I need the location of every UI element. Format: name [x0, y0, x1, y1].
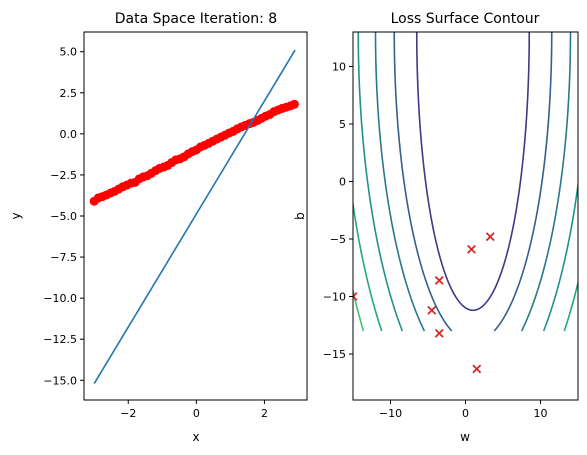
- y-tick-label: −15.0: [43, 374, 77, 387]
- right-chart-title: Loss Surface Contour: [391, 11, 540, 27]
- y-tick-label: 0: [339, 176, 346, 189]
- parameter-marker: [434, 328, 444, 338]
- y-tick-label: −15: [323, 348, 346, 361]
- parameter-marker: [485, 232, 495, 242]
- y-tick-label: 5: [339, 118, 346, 131]
- parameter-marker: [434, 275, 444, 285]
- data-space-chart: Data Space Iteration: 8 −2 0 2 −15.0−12.5−…: [9, 11, 308, 444]
- right-y-axis-label: b: [293, 212, 307, 220]
- fit-line: [93, 49, 296, 384]
- x-tick-label: 2: [261, 407, 268, 420]
- y-tick-label: −12.5: [43, 333, 77, 346]
- y-tick-label: −5.0: [50, 210, 77, 223]
- right-plot-area: [311, 0, 587, 374]
- y-tick-label: 5.0: [60, 46, 78, 59]
- contour-line: [415, 32, 531, 312]
- right-axes-frame: [352, 31, 579, 401]
- contour-line: [357, 32, 578, 332]
- x-tick-label: 0: [193, 407, 200, 420]
- x-tick-label: 10: [534, 407, 548, 420]
- contour-line: [393, 32, 553, 332]
- left-x-axis-label: x: [192, 430, 199, 444]
- y-tick-label: −7.5: [50, 251, 77, 264]
- left-plot-area: [89, 49, 299, 384]
- y-tick-label: −5: [330, 233, 346, 246]
- parameter-marker: [427, 305, 437, 315]
- right-x-axis-label: w: [460, 430, 470, 444]
- contour-line: [374, 32, 572, 332]
- parameter-marker: [353, 292, 358, 301]
- data-point: [289, 99, 299, 109]
- left-x-ticks: −2 0 2: [120, 400, 268, 420]
- right-x-ticks: −10 0 10: [379, 400, 548, 420]
- parameter-marker: [467, 244, 476, 254]
- left-y-axis-label: y: [9, 212, 23, 219]
- x-tick-label: −2: [120, 407, 136, 420]
- left-chart-title: Data Space Iteration: 8: [115, 11, 277, 27]
- y-tick-label: 2.5: [60, 87, 78, 100]
- x-tick-label: 0: [462, 407, 469, 420]
- y-tick-label: −2.5: [50, 169, 77, 182]
- contour-line: [353, 198, 578, 332]
- y-tick-label: 0.0: [60, 128, 78, 141]
- y-tick-label: −10.0: [43, 292, 77, 305]
- x-tick-label: −10: [379, 407, 402, 420]
- left-y-ticks: −15.0 −12.5 −10.0 −7.5 −5.0 −2.5 0.0 2.5 5.0: [43, 46, 84, 387]
- y-tick-label: 10: [332, 61, 346, 74]
- parameter-marker: [472, 364, 482, 374]
- contour-line: [311, 0, 587, 331]
- right-y-ticks: −15 −10 −5 0 5 10: [323, 61, 353, 361]
- contour-group: [311, 0, 587, 374]
- y-tick-label: −10: [323, 291, 346, 304]
- loss-contour-chart: Loss Surface Contour −10 0 10 −15 −10 −5 0 5 10…: [293, 0, 587, 444]
